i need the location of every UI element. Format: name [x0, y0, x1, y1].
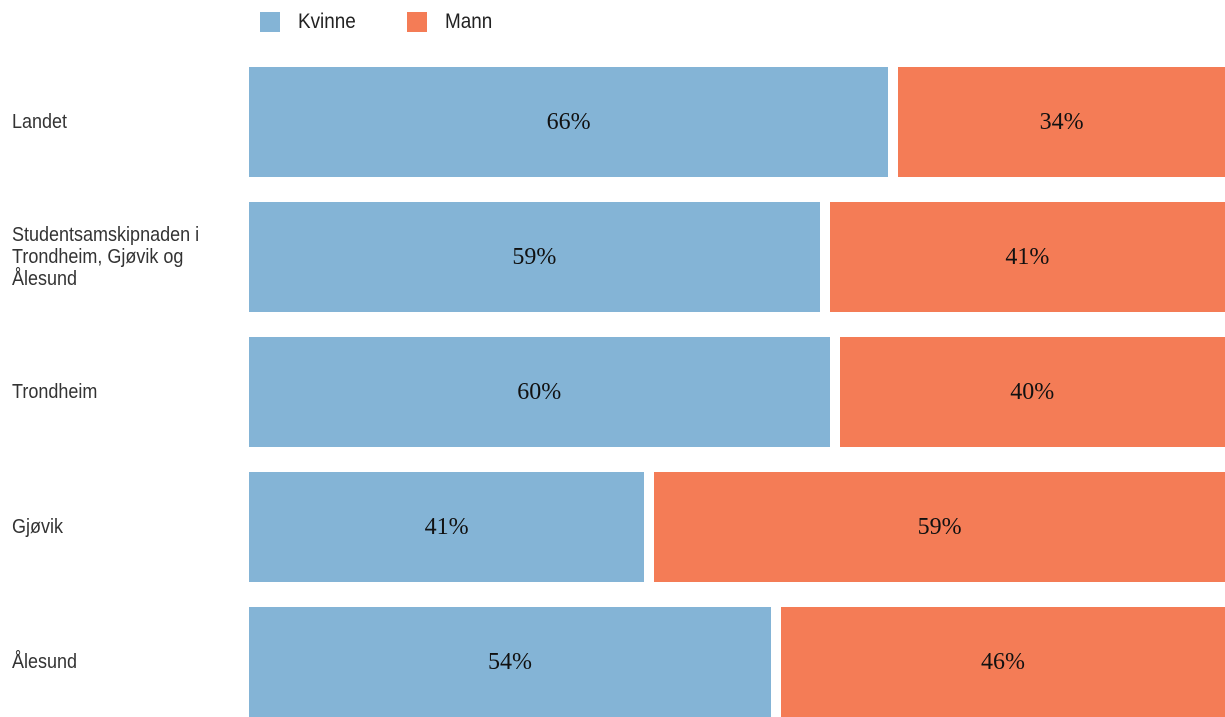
bar-segment: 46% [781, 607, 1225, 717]
category-label: Landet [12, 111, 68, 133]
legend-swatch [260, 12, 280, 32]
bar-segment: 66% [249, 67, 889, 177]
legend-label: Mann [445, 10, 493, 33]
category-label: Studentsamskipnaden i Trondheim, Gjøvik … [12, 224, 200, 290]
value-label: 59% [512, 243, 557, 270]
value-label: 41% [424, 513, 469, 540]
bar-segment: 59% [654, 472, 1225, 582]
value-label: 40% [1010, 378, 1055, 405]
bar-segment: 34% [898, 67, 1225, 177]
value-label: 41% [1005, 243, 1050, 270]
value-label: 54% [488, 648, 533, 675]
value-label: 46% [981, 648, 1025, 675]
legend-label: Kvinne [298, 10, 356, 33]
category-label: Trondheim [12, 381, 98, 403]
value-label: 60% [517, 378, 562, 405]
category-label: Ålesund [12, 651, 78, 673]
category-label: Gjøvik [12, 516, 64, 538]
bar-segment: 41% [249, 472, 645, 582]
bar-segment: 60% [249, 337, 830, 447]
bar-segment: 54% [249, 607, 772, 717]
legend-swatch [407, 12, 427, 32]
value-label: 34% [1039, 108, 1084, 135]
bar-segment: 41% [829, 202, 1225, 312]
bar-segment: 59% [249, 202, 820, 312]
value-label: 66% [546, 108, 591, 135]
value-label: 59% [917, 513, 962, 540]
bar-segment: 40% [839, 337, 1225, 447]
